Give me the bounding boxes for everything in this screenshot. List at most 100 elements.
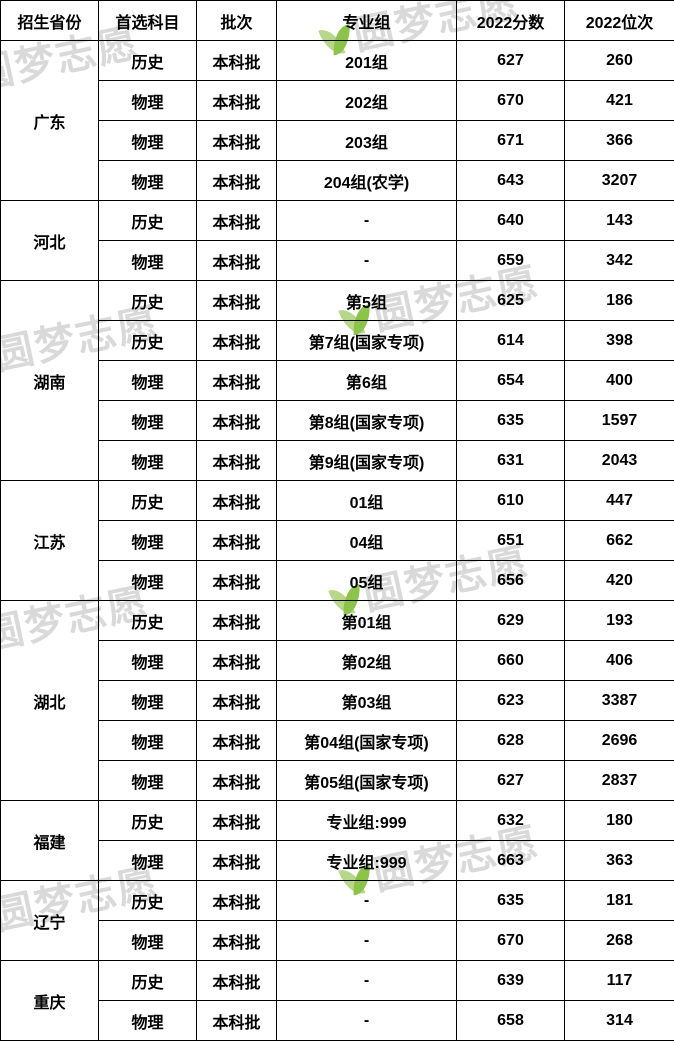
batch-cell: 本科批 bbox=[197, 641, 277, 681]
group-cell: 第01组 bbox=[277, 601, 457, 641]
province-cell: 河北 bbox=[1, 201, 99, 281]
rank-cell: 314 bbox=[565, 1001, 674, 1041]
group-cell: 第03组 bbox=[277, 681, 457, 721]
batch-cell: 本科批 bbox=[197, 881, 277, 921]
batch-cell: 本科批 bbox=[197, 801, 277, 841]
table-row: 物理本科批第02组660406 bbox=[1, 641, 674, 681]
subject-cell: 历史 bbox=[99, 41, 197, 81]
province-cell: 福建 bbox=[1, 801, 99, 881]
table-body: 广东历史本科批201组627260物理本科批202组670421物理本科批203… bbox=[1, 41, 674, 1041]
batch-cell: 本科批 bbox=[197, 81, 277, 121]
batch-cell: 本科批 bbox=[197, 721, 277, 761]
table-row: 物理本科批04组651662 bbox=[1, 521, 674, 561]
group-cell: 第04组(国家专项) bbox=[277, 721, 457, 761]
table-row: 物理本科批专业组:999663363 bbox=[1, 841, 674, 881]
table-row: 物理本科批202组670421 bbox=[1, 81, 674, 121]
batch-cell: 本科批 bbox=[197, 921, 277, 961]
rank-cell: 406 bbox=[565, 641, 674, 681]
group-cell: 204组(农学) bbox=[277, 161, 457, 201]
score-cell: 610 bbox=[457, 481, 565, 521]
group-cell: 第05组(国家专项) bbox=[277, 761, 457, 801]
group-cell: - bbox=[277, 881, 457, 921]
score-cell: 614 bbox=[457, 321, 565, 361]
score-cell: 635 bbox=[457, 401, 565, 441]
score-cell: 623 bbox=[457, 681, 565, 721]
col-header-3: 专业组 bbox=[277, 1, 457, 41]
group-cell: 第02组 bbox=[277, 641, 457, 681]
score-cell: 632 bbox=[457, 801, 565, 841]
table-row: 河北历史本科批-640143 bbox=[1, 201, 674, 241]
score-cell: 627 bbox=[457, 41, 565, 81]
rank-cell: 1597 bbox=[565, 401, 674, 441]
subject-cell: 物理 bbox=[99, 921, 197, 961]
table-row: 湖北历史本科批第01组629193 bbox=[1, 601, 674, 641]
score-cell: 659 bbox=[457, 241, 565, 281]
table-row: 物理本科批203组671366 bbox=[1, 121, 674, 161]
table-header-row: 招生省份首选科目批次专业组2022分数2022位次 bbox=[1, 1, 674, 41]
province-cell: 江苏 bbox=[1, 481, 99, 601]
rank-cell: 420 bbox=[565, 561, 674, 601]
col-header-2: 批次 bbox=[197, 1, 277, 41]
batch-cell: 本科批 bbox=[197, 521, 277, 561]
subject-cell: 物理 bbox=[99, 81, 197, 121]
col-header-4: 2022分数 bbox=[457, 1, 565, 41]
table-row: 物理本科批第03组6233387 bbox=[1, 681, 674, 721]
table-row: 历史本科批第7组(国家专项)614398 bbox=[1, 321, 674, 361]
group-cell: 01组 bbox=[277, 481, 457, 521]
province-cell: 湖南 bbox=[1, 281, 99, 481]
rank-cell: 193 bbox=[565, 601, 674, 641]
batch-cell: 本科批 bbox=[197, 561, 277, 601]
rank-cell: 421 bbox=[565, 81, 674, 121]
province-cell: 重庆 bbox=[1, 961, 99, 1041]
rank-cell: 2043 bbox=[565, 441, 674, 481]
province-cell: 广东 bbox=[1, 41, 99, 201]
rank-cell: 400 bbox=[565, 361, 674, 401]
subject-cell: 物理 bbox=[99, 441, 197, 481]
rank-cell: 366 bbox=[565, 121, 674, 161]
subject-cell: 历史 bbox=[99, 321, 197, 361]
batch-cell: 本科批 bbox=[197, 41, 277, 81]
rank-cell: 342 bbox=[565, 241, 674, 281]
rank-cell: 143 bbox=[565, 201, 674, 241]
table-row: 物理本科批-659342 bbox=[1, 241, 674, 281]
table-row: 物理本科批05组656420 bbox=[1, 561, 674, 601]
subject-cell: 物理 bbox=[99, 761, 197, 801]
rank-cell: 363 bbox=[565, 841, 674, 881]
table-row: 江苏历史本科批01组610447 bbox=[1, 481, 674, 521]
subject-cell: 物理 bbox=[99, 681, 197, 721]
table-row: 物理本科批第05组(国家专项)6272837 bbox=[1, 761, 674, 801]
group-cell: 04组 bbox=[277, 521, 457, 561]
rank-cell: 186 bbox=[565, 281, 674, 321]
batch-cell: 本科批 bbox=[197, 601, 277, 641]
rank-cell: 398 bbox=[565, 321, 674, 361]
score-cell: 640 bbox=[457, 201, 565, 241]
table-row: 广东历史本科批201组627260 bbox=[1, 41, 674, 81]
group-cell: - bbox=[277, 201, 457, 241]
batch-cell: 本科批 bbox=[197, 841, 277, 881]
group-cell: 202组 bbox=[277, 81, 457, 121]
score-cell: 663 bbox=[457, 841, 565, 881]
batch-cell: 本科批 bbox=[197, 161, 277, 201]
rank-cell: 180 bbox=[565, 801, 674, 841]
subject-cell: 历史 bbox=[99, 281, 197, 321]
batch-cell: 本科批 bbox=[197, 321, 277, 361]
col-header-5: 2022位次 bbox=[565, 1, 674, 41]
group-cell: 第7组(国家专项) bbox=[277, 321, 457, 361]
subject-cell: 历史 bbox=[99, 881, 197, 921]
subject-cell: 物理 bbox=[99, 561, 197, 601]
rank-cell: 181 bbox=[565, 881, 674, 921]
group-cell: - bbox=[277, 961, 457, 1001]
table-row: 物理本科批204组(农学)6433207 bbox=[1, 161, 674, 201]
admission-score-table: 招生省份首选科目批次专业组2022分数2022位次 广东历史本科批201组627… bbox=[0, 0, 674, 1041]
batch-cell: 本科批 bbox=[197, 441, 277, 481]
rank-cell: 2696 bbox=[565, 721, 674, 761]
score-cell: 671 bbox=[457, 121, 565, 161]
batch-cell: 本科批 bbox=[197, 281, 277, 321]
batch-cell: 本科批 bbox=[197, 481, 277, 521]
rank-cell: 662 bbox=[565, 521, 674, 561]
batch-cell: 本科批 bbox=[197, 761, 277, 801]
group-cell: - bbox=[277, 241, 457, 281]
subject-cell: 历史 bbox=[99, 801, 197, 841]
score-cell: 639 bbox=[457, 961, 565, 1001]
rank-cell: 2837 bbox=[565, 761, 674, 801]
